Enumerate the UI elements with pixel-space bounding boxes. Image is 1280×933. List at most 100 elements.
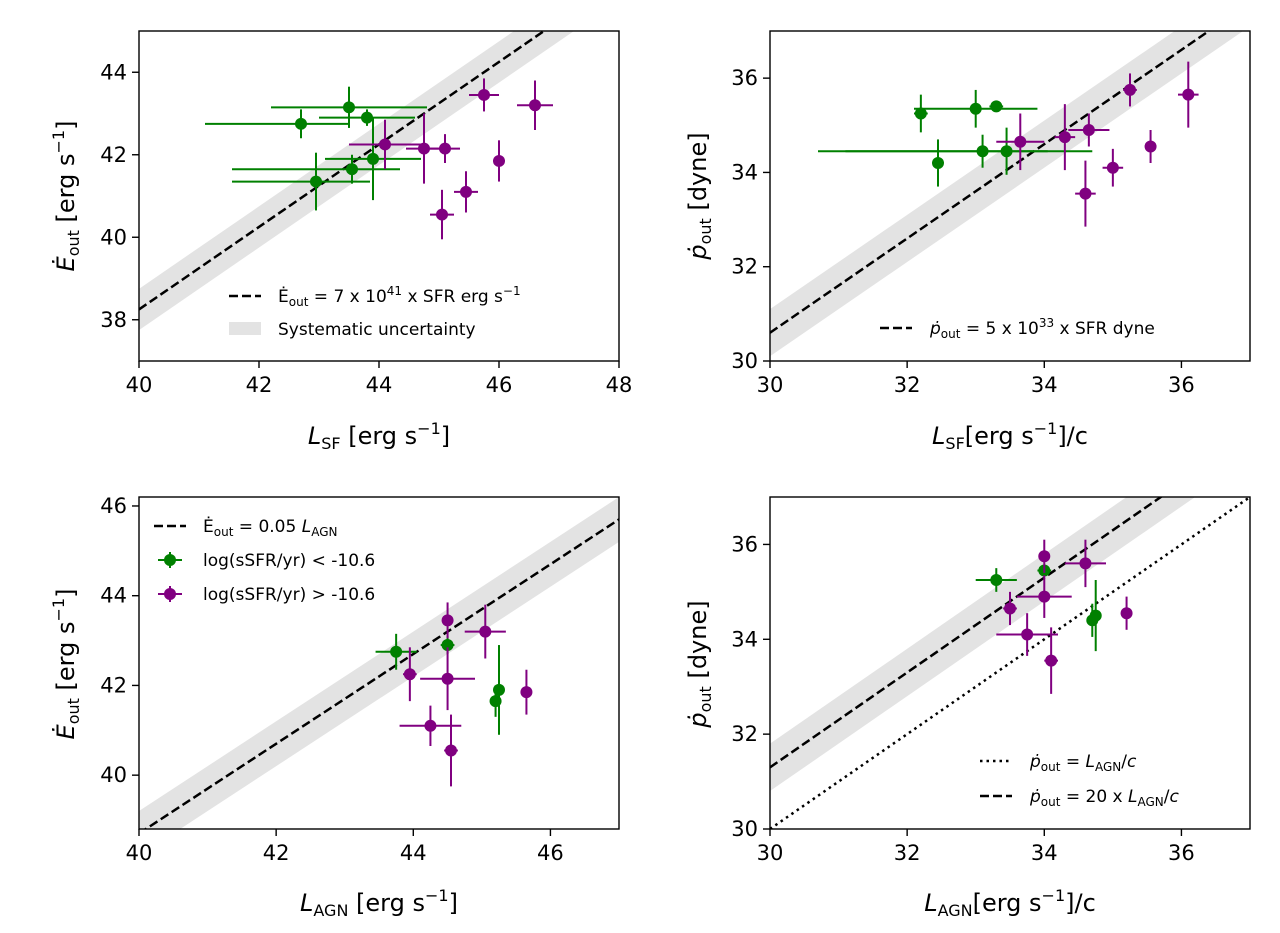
panel-4-x-label: LAGN[erg s−1]/c (924, 886, 1096, 920)
x-tick-label: 30 (757, 373, 784, 397)
point-marker (478, 88, 490, 101)
legend-label-momentum-20agn: ṗout = 20 x LAGN/c (1029, 787, 1180, 809)
point-marker (424, 719, 437, 732)
point-marker (1079, 187, 1092, 200)
panel-3: 40 42 44 46 40 42 44 46 Ėout = 0.05 LAGN log(sS… (49, 494, 620, 920)
y-tick-label: 34 (731, 160, 758, 184)
data-point (430, 134, 460, 163)
data-point (1178, 61, 1199, 128)
y-tick-label: 36 (731, 66, 758, 90)
panel-1-y-label: Ėout [erg s−1] (49, 121, 83, 272)
point-marker (1004, 602, 1016, 615)
data-point (319, 109, 415, 126)
panel-4-legend: ṗout = LAGN/c ṗout = 20 x LAGN/c (980, 752, 1180, 809)
data-point (489, 685, 502, 717)
panel-4: 30 32 34 36 30 32 34 36 ṗout = LAGN/c ṗout = 20… (684, 496, 1251, 920)
point-marker (990, 100, 1003, 113)
data-point (1044, 627, 1058, 694)
y-tick-label: 36 (731, 532, 758, 556)
legend-label-low-ssfr: log(sSFR/yr) < -10.6 (203, 551, 375, 571)
panel-1-frame (138, 30, 620, 362)
point-marker (932, 157, 944, 169)
point-marker (445, 744, 457, 757)
point-marker (1000, 145, 1013, 158)
data-point (1123, 73, 1137, 107)
x-tick-label: 40 (126, 373, 153, 397)
x-tick-label: 42 (246, 373, 273, 397)
point-marker (1014, 135, 1027, 148)
relation-dashed-line (770, 31, 1212, 334)
panel-1-x-label: LSF [erg s−1] (308, 419, 450, 453)
point-marker (310, 175, 322, 188)
point-marker (1086, 614, 1099, 627)
point-marker (520, 686, 533, 699)
x-tick-label: 32 (894, 841, 921, 865)
data-point (975, 568, 1017, 592)
y-tick-label: 30 (731, 817, 758, 841)
data-point (914, 89, 1038, 128)
point-marker (403, 668, 416, 681)
panel-1: 40 42 44 46 48 38 40 42 44 Ėout = 7 x 1041 x SFR… (49, 30, 633, 453)
y-tick-label: 30 (731, 349, 758, 373)
x-tick-label: 46 (537, 841, 564, 865)
panel-2-y-label: ṗout [dyne] (684, 132, 715, 260)
data-point (989, 100, 1004, 113)
data-point (1075, 160, 1096, 227)
data-point (403, 647, 417, 702)
point-marker (439, 142, 451, 155)
data-point (1068, 113, 1110, 147)
x-tick-label: 42 (263, 841, 290, 865)
data-point (444, 714, 458, 787)
point-marker (418, 142, 430, 155)
data-point (232, 152, 370, 211)
point-marker (1079, 557, 1092, 570)
point-marker (1045, 654, 1058, 667)
point-marker (493, 154, 505, 167)
point-marker (969, 102, 982, 115)
x-tick-label: 44 (400, 841, 427, 865)
point-marker (914, 107, 927, 120)
uncertainty-band (770, 31, 1244, 357)
point-marker (489, 695, 502, 708)
data-point (430, 189, 454, 240)
data-point (1120, 596, 1133, 630)
data-point (464, 604, 506, 659)
uncertainty-band (139, 497, 619, 829)
point-marker (990, 574, 1003, 586)
data-point (1102, 148, 1124, 187)
point-marker (1124, 83, 1136, 96)
point-marker (460, 185, 472, 198)
legend-marker-high-ssfr (158, 586, 182, 602)
point-marker (367, 152, 379, 165)
legend-label-momentum-sfr: ṗout = 5 x 1033 x SFR dyne (929, 316, 1155, 341)
data-point (914, 94, 928, 133)
data-point (441, 602, 454, 639)
legend-label-high-ssfr: log(sSFR/yr) > -10.6 (203, 585, 375, 605)
point-marker (1038, 590, 1051, 603)
y-tick-label: 44 (100, 60, 127, 84)
point-marker (441, 639, 454, 652)
data-point (1064, 539, 1106, 588)
y-tick-label: 32 (731, 255, 758, 279)
x-tick-label: 36 (1168, 373, 1195, 397)
legend-label-momentum-agn: ṗout = LAGN/c (1029, 752, 1137, 774)
relation-dashed-line (143, 518, 619, 829)
point-marker (1182, 88, 1195, 101)
point-marker (1082, 124, 1095, 136)
y-tick-label: 42 (100, 143, 127, 167)
legend-band-swatch (229, 322, 261, 335)
x-tick-label: 48 (606, 373, 633, 397)
point-marker (361, 111, 373, 124)
panel-1-legend: Ėout = 7 x 1041 x SFR erg s−1 Systematic… (229, 284, 521, 340)
point-marker (479, 625, 492, 638)
panel-4-y-label: ṗout [dyne] (684, 600, 715, 728)
point-marker (390, 645, 403, 658)
y-tick-label: 34 (731, 627, 758, 651)
data-point (271, 86, 427, 128)
panel-4-frame (769, 496, 1251, 830)
data-point (205, 109, 349, 139)
data-point (1016, 575, 1072, 618)
y-tick-label: 38 (100, 308, 127, 332)
data-point (420, 647, 475, 711)
